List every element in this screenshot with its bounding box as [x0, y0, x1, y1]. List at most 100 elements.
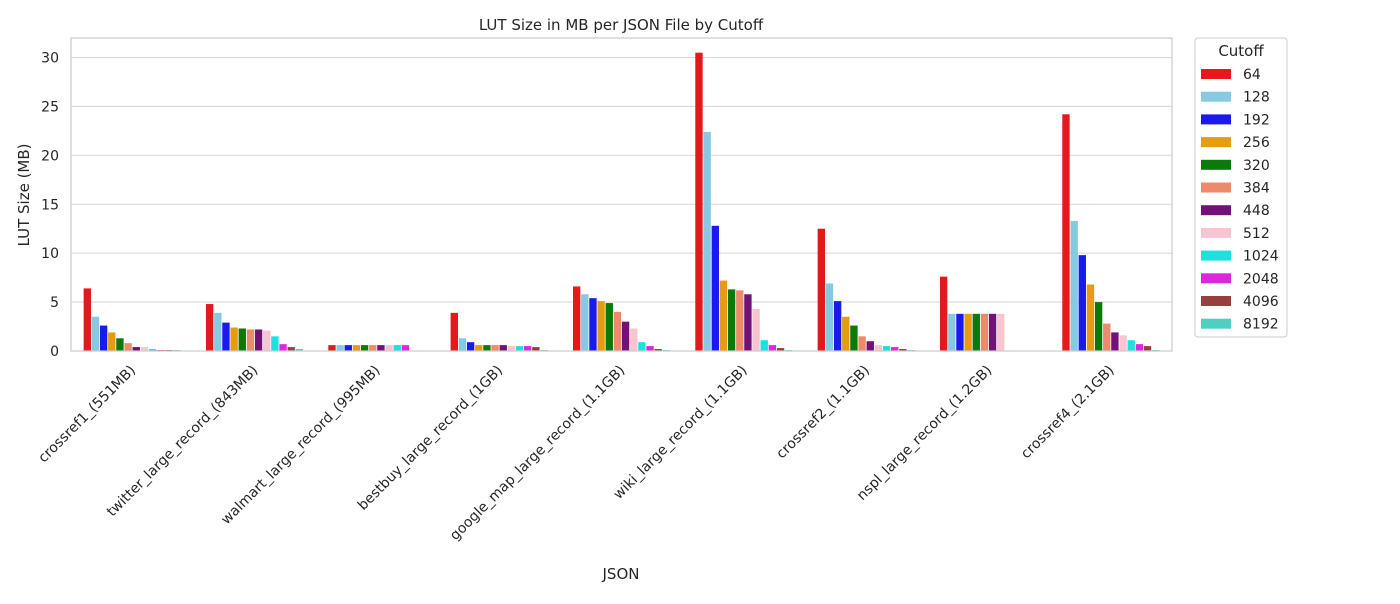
bar-448-4 [621, 321, 630, 351]
bars [83, 52, 1160, 352]
legend-label-320: 320 [1243, 158, 1270, 174]
bar-64-7 [939, 276, 948, 351]
bar-448-8 [1111, 332, 1119, 351]
bar-1024-6 [882, 346, 891, 351]
bar-1024-3 [515, 346, 524, 351]
legend-swatch-1024 [1201, 250, 1231, 261]
bar-2048-2 [401, 345, 410, 351]
bar-128-1 [214, 312, 222, 351]
bar-1024-2 [393, 345, 401, 351]
bar-448-1 [254, 329, 263, 351]
y-tick-label: 30 [41, 51, 59, 67]
bar-1024-5 [760, 340, 768, 351]
legend-label-8192: 8192 [1243, 317, 1279, 333]
legend-label-128: 128 [1243, 90, 1270, 106]
legend-label-384: 384 [1243, 181, 1270, 197]
bar-4096-8 [1143, 346, 1152, 351]
bar-384-7 [980, 313, 989, 351]
y-tick-label: 10 [41, 246, 59, 262]
bar-192-3 [466, 342, 475, 351]
bar-384-0 [124, 343, 132, 351]
bar-256-3 [475, 345, 483, 351]
bar-4096-4 [654, 349, 662, 351]
legend-swatch-256 [1201, 137, 1231, 148]
y-tick-label: 5 [50, 295, 59, 311]
legend-items: 64 128 192 256 320 384 448 512 1024 2048 4096 8192 [1201, 67, 1279, 333]
legend-swatch-128 [1201, 91, 1231, 102]
bar-1024-1 [271, 336, 279, 351]
bar-320-4 [605, 303, 613, 351]
legend-label-64: 64 [1243, 67, 1261, 83]
bar-192-6 [833, 301, 842, 351]
bar-256-7 [964, 313, 972, 351]
bar-128-8 [1070, 220, 1078, 351]
bar-448-6 [866, 341, 874, 351]
x-axis-label: JSON [602, 565, 640, 583]
bar-2048-4 [646, 346, 654, 351]
bar-1024-0 [148, 349, 157, 351]
legend-swatch-64 [1201, 69, 1231, 79]
bar-192-8 [1078, 255, 1086, 351]
y-tick-label: 15 [41, 197, 59, 213]
bar-64-2 [328, 345, 336, 351]
bar-384-8 [1103, 323, 1111, 351]
bar-448-3 [499, 345, 507, 351]
bar-448-2 [377, 345, 385, 351]
bar-192-5 [711, 225, 719, 351]
bar-512-5 [752, 308, 760, 351]
bar-384-6 [858, 336, 866, 351]
bar-256-0 [108, 332, 116, 351]
bar-128-5 [703, 131, 711, 351]
bar-256-4 [597, 301, 605, 351]
legend-title: Cutoff [1218, 42, 1264, 60]
bar-2048-8 [1135, 344, 1144, 351]
legend-label-4096: 4096 [1243, 294, 1279, 310]
bar-4096-5 [776, 348, 785, 351]
bar-256-8 [1086, 284, 1095, 351]
bar-128-3 [458, 338, 467, 351]
bar-256-1 [230, 327, 238, 351]
bar-2048-6 [891, 347, 899, 351]
y-axis-label: LUT Size (MB) [15, 143, 33, 246]
bar-4096-6 [899, 349, 907, 351]
bar-384-1 [246, 329, 255, 351]
legend-label-192: 192 [1243, 112, 1270, 128]
legend: Cutoff 64 128 192 256 320 384 448 512 1024 2048 40… [1194, 37, 1288, 338]
legend-swatch-4096 [1201, 296, 1231, 306]
legend-swatch-512 [1201, 227, 1231, 238]
bar-4096-3 [532, 347, 540, 351]
bar-384-2 [369, 345, 377, 351]
bar-192-1 [222, 322, 230, 351]
bar-192-4 [589, 298, 597, 351]
chart-title: LUT Size in MB per JSON File by Cutoff [479, 16, 764, 34]
bar-384-3 [491, 345, 499, 351]
bar-8192-1 [295, 349, 304, 351]
bar-448-7 [988, 313, 997, 351]
bar-448-5 [744, 294, 752, 351]
bar-64-6 [817, 228, 825, 351]
bar-256-2 [352, 345, 361, 351]
bar-512-7 [997, 313, 1005, 351]
bar-256-5 [719, 280, 728, 351]
bar-256-6 [842, 316, 850, 351]
legend-swatch-8192 [1201, 318, 1231, 329]
y-tick-label: 25 [41, 99, 59, 115]
bar-192-2 [344, 345, 352, 351]
legend-label-2048: 2048 [1243, 271, 1279, 287]
bar-512-6 [874, 345, 883, 351]
bar-384-4 [613, 311, 622, 352]
y-tick-label: 0 [50, 344, 59, 360]
bar-64-5 [695, 52, 703, 352]
legend-label-1024: 1024 [1243, 249, 1279, 265]
legend-swatch-320 [1201, 159, 1231, 170]
legend-label-256: 256 [1243, 135, 1270, 151]
legend-swatch-2048 [1201, 273, 1231, 284]
legend-swatch-448 [1201, 205, 1231, 216]
bar-320-6 [850, 325, 858, 351]
bar-64-1 [205, 304, 214, 351]
bar-320-1 [238, 328, 246, 351]
bar-448-0 [132, 347, 140, 351]
bar-384-5 [736, 290, 744, 351]
bar-512-3 [507, 346, 516, 351]
